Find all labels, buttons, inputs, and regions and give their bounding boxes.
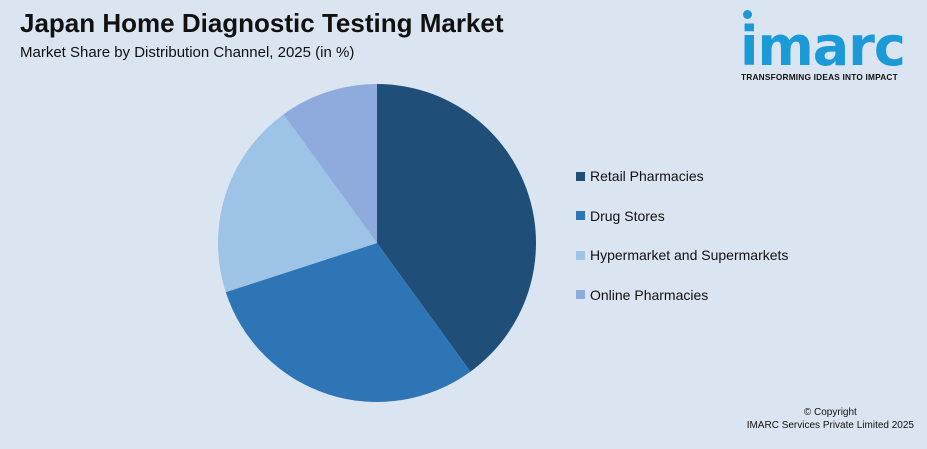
legend-item: Hypermarket and Supermarkets (576, 245, 788, 265)
pie-slice-retail-pharmacies (377, 84, 536, 372)
logo-dot (743, 10, 752, 19)
imarc-logo: imarc TRANSFORMING IDEAS INTO IMPACT (738, 8, 920, 88)
company-line: IMARC Services Private Limited 2025 (746, 420, 914, 431)
legend-swatch (576, 211, 585, 220)
pie-slice-hypermarket-and-supermarkets (218, 114, 377, 293)
pie-slice-online-pharmacies (283, 84, 377, 243)
copyright-footer: © Copyright IMARC Services Private Limit… (747, 406, 914, 432)
legend-label: Retail Pharmacies (590, 168, 704, 184)
legend-label: Hypermarket and Supermarkets (590, 247, 789, 263)
chart-legend: Retail Pharmacies Drug Stores Hypermarket … (576, 166, 788, 324)
legend-item: Online Pharmacies (576, 285, 788, 305)
legend-swatch (576, 171, 585, 181)
legend-swatch (576, 290, 585, 299)
legend-item: Retail Pharmacies (576, 166, 788, 186)
legend-label: Online Pharmacies (590, 286, 709, 303)
chart-title: Japan Home Diagnostic Testing Market (20, 8, 504, 38)
pie-slice-drug-stores (225, 243, 471, 402)
legend-label: Drug Stores (590, 207, 665, 224)
logo-wordmark: imarc (740, 15, 906, 78)
logo-tagline: TRANSFORMING IDEAS INTO IMPACT (741, 72, 898, 82)
legend-swatch (576, 250, 585, 260)
legend-item: Drug Stores (576, 206, 788, 226)
copyright-line: © Copyright (803, 407, 857, 418)
chart-subtitle: Market Share by Distribution Channel, 20… (20, 44, 355, 61)
